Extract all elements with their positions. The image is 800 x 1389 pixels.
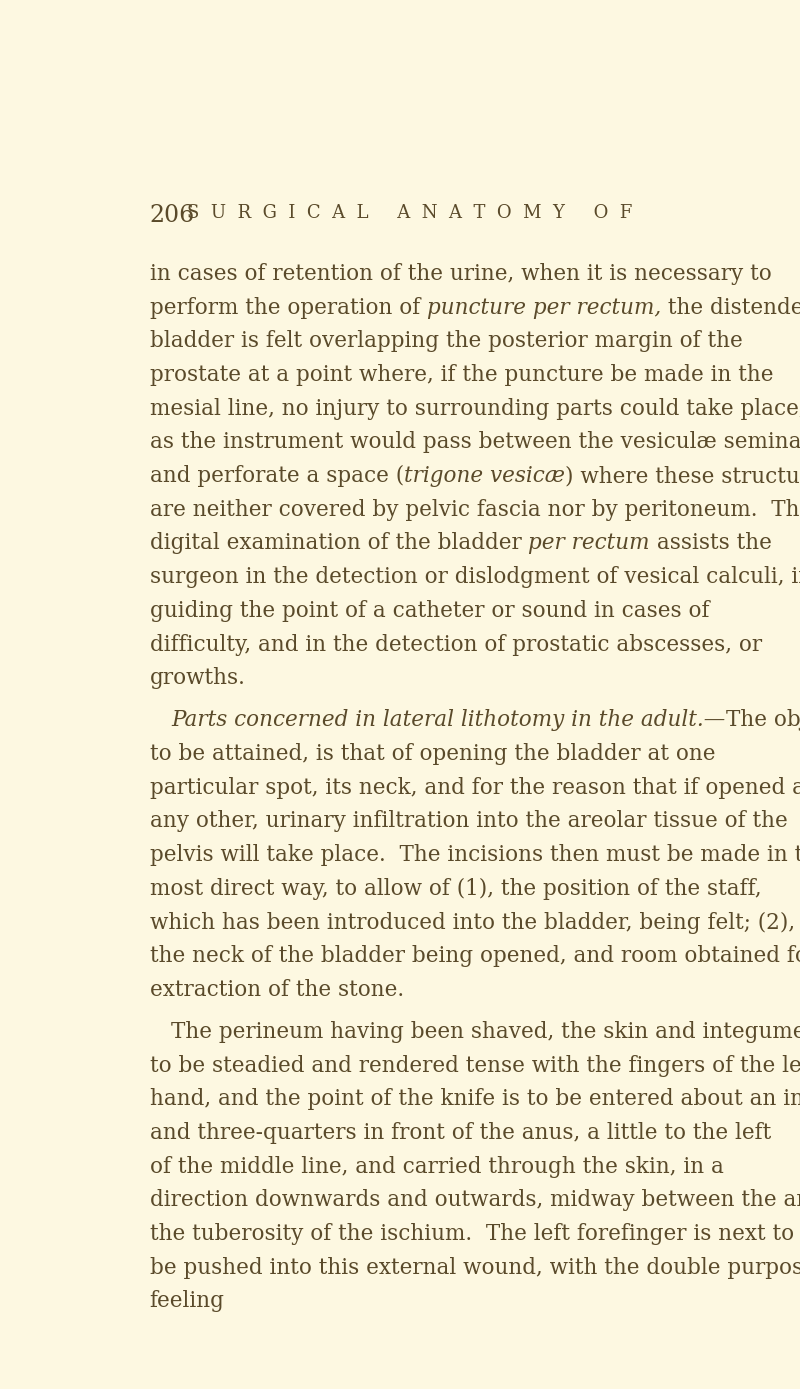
Text: guiding the point of a catheter or sound in cases of: guiding the point of a catheter or sound… [150, 600, 709, 622]
Text: assists the: assists the [650, 532, 771, 554]
Text: Parts concerned in lateral lithotomy in the adult.—: Parts concerned in lateral lithotomy in … [171, 710, 726, 732]
Text: most direct way, to allow of (1), the position of the staff,: most direct way, to allow of (1), the po… [150, 878, 762, 900]
Text: pelvis will take place.  The incisions then must be made in the: pelvis will take place. The incisions th… [150, 845, 800, 867]
Text: ) where these structures: ) where these structures [565, 465, 800, 488]
Text: surgeon in the detection or dislodgment of vesical calculi, in: surgeon in the detection or dislodgment … [150, 567, 800, 588]
Text: direction downwards and outwards, midway between the anus and: direction downwards and outwards, midway… [150, 1189, 800, 1211]
Text: growths.: growths. [150, 667, 246, 689]
Text: trigone vesicæ: trigone vesicæ [404, 465, 565, 488]
Text: and perforate a space (: and perforate a space ( [150, 465, 404, 488]
Text: of the middle line, and carried through the skin, in a: of the middle line, and carried through … [150, 1156, 723, 1178]
Text: digital examination of the bladder: digital examination of the bladder [150, 532, 528, 554]
Text: 206: 206 [150, 204, 195, 228]
Text: bladder is felt overlapping the posterior margin of the: bladder is felt overlapping the posterio… [150, 331, 742, 353]
Text: difficulty, and in the detection of prostatic abscesses, or: difficulty, and in the detection of pros… [150, 633, 762, 656]
Text: puncture per rectum,: puncture per rectum, [426, 297, 661, 318]
Text: in cases of retention of the urine, when it is necessary to: in cases of retention of the urine, when… [150, 263, 771, 285]
Text: to be attained, is that of opening the bladder at one: to be attained, is that of opening the b… [150, 743, 715, 765]
Text: the neck of the bladder being opened, and room obtained for the: the neck of the bladder being opened, an… [150, 945, 800, 967]
Text: are neither covered by pelvic fascia nor by peritoneum.  The: are neither covered by pelvic fascia nor… [150, 499, 800, 521]
Text: be pushed into this external wound, with the double purpose of: be pushed into this external wound, with… [150, 1257, 800, 1279]
Text: mesial line, no injury to surrounding parts could take place,: mesial line, no injury to surrounding pa… [150, 397, 800, 419]
Text: particular spot, its neck, and for the reason that if opened at: particular spot, its neck, and for the r… [150, 776, 800, 799]
Text: the distended: the distended [661, 297, 800, 318]
Text: extraction of the stone.: extraction of the stone. [150, 979, 404, 1001]
Text: which has been introduced into the bladder, being felt; (2),: which has been introduced into the bladd… [150, 911, 794, 933]
Text: prostate at a point where, if the puncture be made in the: prostate at a point where, if the punctu… [150, 364, 773, 386]
Text: any other, urinary infiltration into the areolar tissue of the: any other, urinary infiltration into the… [150, 810, 787, 832]
Text: The perineum having been shaved, the skin and integuments are: The perineum having been shaved, the ski… [171, 1021, 800, 1043]
Text: hand, and the point of the knife is to be entered about an inch: hand, and the point of the knife is to b… [150, 1089, 800, 1110]
Text: and three-quarters in front of the anus, a little to the left: and three-quarters in front of the anus,… [150, 1122, 771, 1145]
Text: perform the operation of: perform the operation of [150, 297, 426, 318]
Text: feeling: feeling [150, 1290, 225, 1313]
Text: The object: The object [726, 710, 800, 732]
Text: S  U  R  G  I  C  A  L     A  N  A  T  O  M  Y     O  F: S U R G I C A L A N A T O M Y O F [187, 204, 633, 222]
Text: to be steadied and rendered tense with the fingers of the left: to be steadied and rendered tense with t… [150, 1054, 800, 1076]
Text: per rectum: per rectum [528, 532, 650, 554]
Text: the tuberosity of the ischium.  The left forefinger is next to: the tuberosity of the ischium. The left … [150, 1224, 794, 1245]
Text: as the instrument would pass between the vesiculæ seminales,: as the instrument would pass between the… [150, 432, 800, 453]
